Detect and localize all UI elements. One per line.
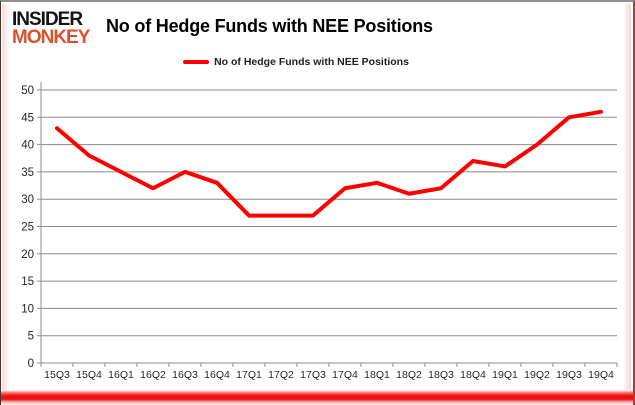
right-edge-strip bbox=[624, 4, 631, 405]
x-axis-label: 15Q3 bbox=[44, 369, 70, 381]
x-axis-label: 16Q4 bbox=[204, 369, 230, 381]
x-axis-label: 17Q4 bbox=[332, 369, 358, 381]
x-axis-label: 17Q2 bbox=[268, 369, 294, 381]
x-axis-label: 18Q2 bbox=[396, 369, 422, 381]
insider-monkey-logo: INSIDER MONKEY bbox=[12, 9, 90, 49]
y-axis-label: 10 bbox=[21, 303, 34, 315]
y-axis-label: 45 bbox=[21, 112, 34, 124]
x-axis-label: 18Q1 bbox=[364, 369, 390, 381]
x-axis-label: 15Q4 bbox=[76, 369, 102, 381]
logo-word-monkey: MONKEY bbox=[12, 27, 90, 49]
x-axis-label: 16Q1 bbox=[108, 369, 134, 381]
logo-word-insider: INSIDER bbox=[12, 9, 83, 30]
x-axis-label: 19Q3 bbox=[556, 369, 582, 381]
y-axis-label: 25 bbox=[21, 222, 34, 234]
y-axis-label: 5 bbox=[28, 331, 34, 343]
y-axis-label: 40 bbox=[21, 140, 34, 152]
y-axis-label: 50 bbox=[21, 85, 34, 97]
chart-title: No of Hedge Funds with NEE Positions bbox=[106, 16, 433, 36]
series-line bbox=[55, 109, 603, 218]
bottom-red-border bbox=[1, 390, 633, 405]
y-axis-label: 35 bbox=[21, 167, 34, 179]
y-axis-label: 0 bbox=[28, 358, 34, 370]
x-axis-label: 16Q3 bbox=[172, 369, 198, 381]
x-axis-label: 18Q3 bbox=[428, 369, 454, 381]
x-axis-label: 18Q4 bbox=[460, 369, 486, 381]
x-axis-label: 19Q4 bbox=[588, 369, 614, 381]
chart-legend: No of Hedge Funds with NEE Positions bbox=[1, 56, 591, 68]
x-axis-label: 17Q3 bbox=[300, 369, 326, 381]
y-axis-label: 20 bbox=[21, 249, 34, 261]
legend-line-swatch-icon bbox=[183, 60, 210, 64]
x-axis-label: 19Q2 bbox=[524, 369, 550, 381]
y-axis-label: 30 bbox=[21, 194, 34, 206]
y-axis-label: 15 bbox=[21, 276, 34, 288]
line-chart: 0 5 10 15 20 25 30 35 40 45 50 15Q3 15Q4 16Q1 16Q2 16Q3… bbox=[21, 82, 618, 381]
legend-label: No of Hedge Funds with NEE Positions bbox=[214, 56, 409, 68]
left-edge-strip bbox=[2, 4, 9, 405]
x-axis-label: 17Q1 bbox=[236, 369, 262, 381]
x-axis-label: 16Q2 bbox=[140, 369, 166, 381]
x-axis-label: 19Q1 bbox=[492, 369, 518, 381]
